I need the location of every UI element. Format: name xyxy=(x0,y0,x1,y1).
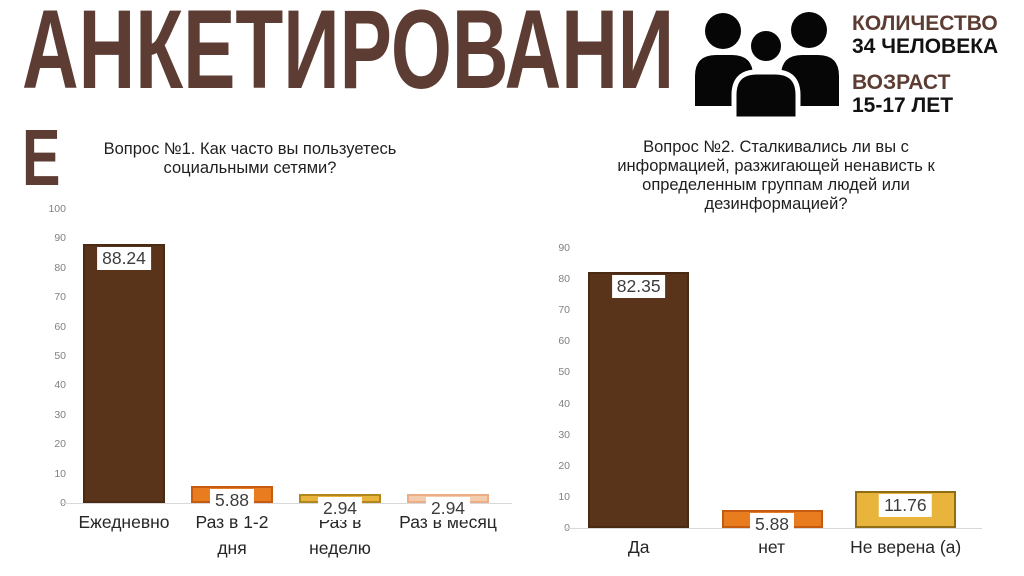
y-tick-label: 90 xyxy=(558,242,570,254)
y-tick-label: 40 xyxy=(558,397,570,410)
category-label: Не верена (а) xyxy=(850,537,962,557)
chart-title: Вопрос №1. Как часто вы пользуетесь соци… xyxy=(103,140,397,177)
y-tick-label: 100 xyxy=(48,203,66,215)
people-group-icon xyxy=(695,12,839,122)
bar-value-label: 2.94 xyxy=(317,497,363,521)
y-tick-label: 40 xyxy=(54,379,66,392)
chart-title: Вопрос №2. Сталкивались ли вы с информац… xyxy=(617,138,935,213)
y-tick-label: 60 xyxy=(558,335,570,348)
x-axis-line xyxy=(62,503,512,504)
stat-label-count: КОЛИЧЕСТВО xyxy=(852,12,998,35)
bar-value-label: 11.76 xyxy=(879,494,932,518)
y-tick-label: 0 xyxy=(32,497,66,510)
y-tick-label: 70 xyxy=(54,291,66,304)
y-tick-label: 30 xyxy=(558,428,570,441)
y-tick-label: 80 xyxy=(54,261,66,274)
y-tick-label: 30 xyxy=(54,408,66,421)
chart-question-1: Вопрос №1. Как часто вы пользуетесь соци… xyxy=(40,130,522,572)
page-title-overflow: Е xyxy=(22,113,61,202)
survey-stats: КОЛИЧЕСТВО 34 ЧЕЛОВЕКА ВОЗРАСТ 15-17 ЛЕТ xyxy=(852,12,1022,117)
bar-value-label: 2.94 xyxy=(425,497,471,521)
category-label: Да xyxy=(627,537,650,557)
y-tick-label: 50 xyxy=(558,366,570,379)
category-label: Ежедневно xyxy=(78,512,170,532)
chart-question-2: Вопрос №2. Сталкивались ли вы с информац… xyxy=(538,130,1020,572)
bar xyxy=(588,271,689,528)
y-tick-label: 90 xyxy=(54,232,66,245)
stat-value-age: 15-17 ЛЕТ xyxy=(852,94,954,117)
category-label: Раз в 1-2 дня xyxy=(195,512,269,558)
bar-value-label: 88.24 xyxy=(97,246,151,270)
stat-value-count: 34 ЧЕЛОВЕКА xyxy=(852,35,999,58)
stat-label-age: ВОЗРАСТ xyxy=(852,71,951,94)
y-tick-label: 20 xyxy=(558,459,570,472)
y-tick-label: 10 xyxy=(558,490,570,503)
bar-value-label: 82.35 xyxy=(611,274,666,298)
bar-value-label: 5.88 xyxy=(209,488,255,512)
y-tick-label: 70 xyxy=(558,304,570,317)
y-tick-label: 10 xyxy=(54,467,66,480)
bar-value-label: 5.88 xyxy=(749,512,795,536)
y-tick-label: 50 xyxy=(54,350,66,362)
page-title: АНКЕТИРОВАНИ xyxy=(22,0,675,112)
y-tick-label: 60 xyxy=(54,320,66,333)
y-tick-label: 20 xyxy=(54,438,66,451)
bar xyxy=(83,243,165,503)
y-tick-label: 80 xyxy=(558,273,570,286)
category-label: нет xyxy=(758,537,786,557)
